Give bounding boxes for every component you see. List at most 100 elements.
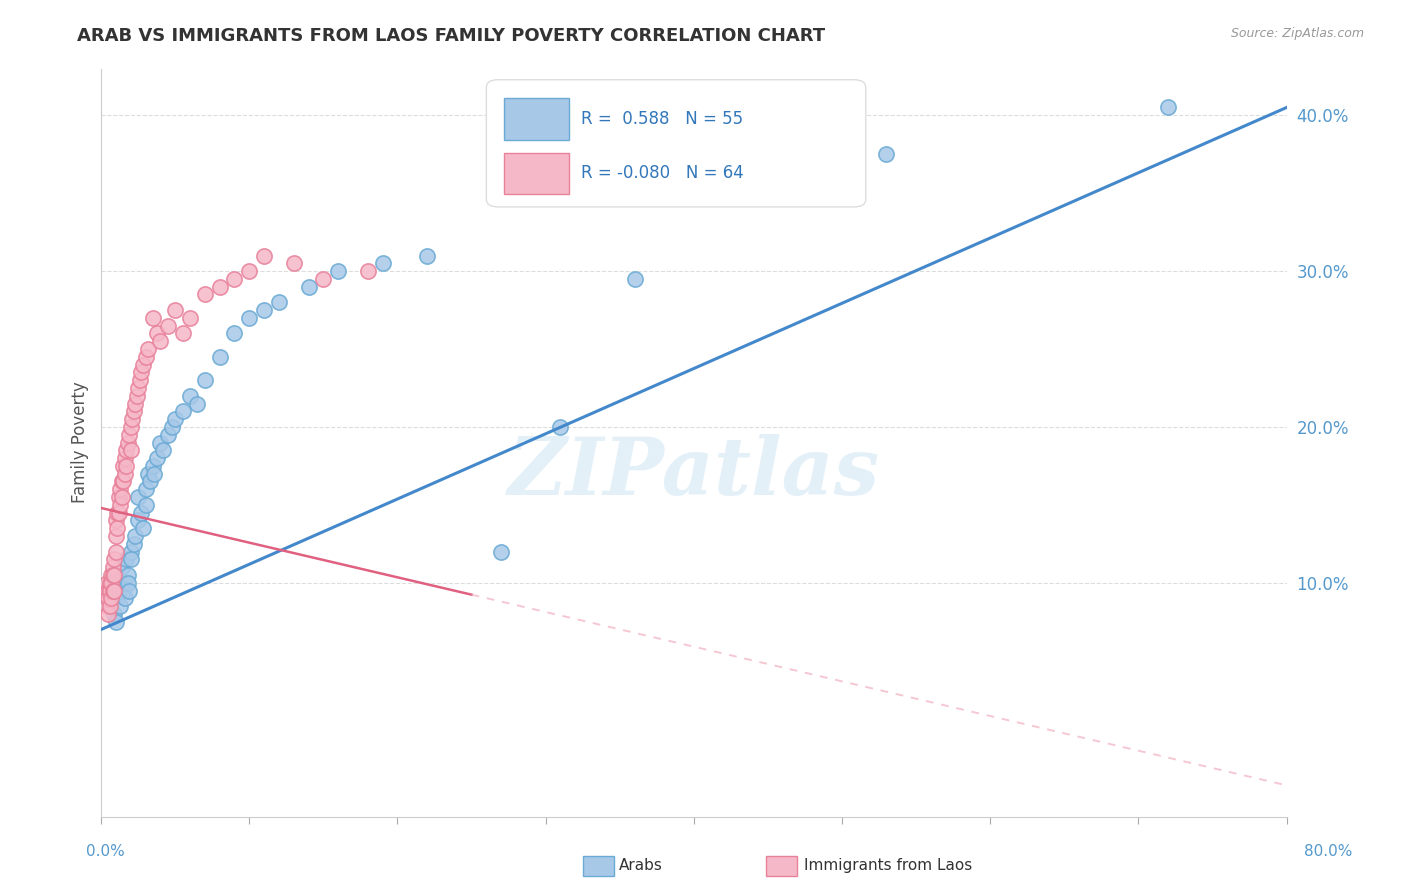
Point bbox=[108, 490, 131, 504]
Point bbox=[135, 483, 157, 497]
Point bbox=[142, 310, 165, 325]
Point bbox=[122, 537, 145, 551]
Point bbox=[100, 583, 122, 598]
Point bbox=[623, 272, 645, 286]
Point bbox=[179, 389, 201, 403]
Point bbox=[103, 552, 125, 566]
Point bbox=[186, 396, 208, 410]
Point bbox=[108, 506, 131, 520]
Text: Source: ZipAtlas.com: Source: ZipAtlas.com bbox=[1230, 27, 1364, 40]
Point bbox=[149, 334, 172, 349]
Point bbox=[97, 583, 120, 598]
Point bbox=[118, 583, 141, 598]
Point bbox=[224, 326, 246, 341]
Point bbox=[104, 568, 127, 582]
Point bbox=[104, 615, 127, 629]
Point bbox=[297, 279, 319, 293]
Point bbox=[100, 575, 122, 590]
Point bbox=[128, 373, 150, 387]
Point bbox=[131, 358, 153, 372]
Point bbox=[122, 404, 145, 418]
Point bbox=[172, 326, 194, 341]
Point bbox=[103, 568, 125, 582]
Point bbox=[112, 575, 135, 590]
Point bbox=[208, 350, 231, 364]
Point bbox=[165, 303, 187, 318]
Point bbox=[328, 264, 350, 278]
Point bbox=[98, 583, 121, 598]
Point bbox=[312, 272, 335, 286]
Point bbox=[112, 583, 135, 598]
Point bbox=[172, 404, 194, 418]
Point bbox=[100, 568, 122, 582]
Point bbox=[253, 248, 276, 262]
Point bbox=[194, 287, 217, 301]
Point bbox=[108, 583, 131, 598]
Point bbox=[135, 498, 157, 512]
Point bbox=[238, 310, 260, 325]
Text: 0.0%: 0.0% bbox=[86, 845, 125, 859]
Point bbox=[100, 591, 122, 606]
Point bbox=[124, 396, 146, 410]
Point bbox=[104, 529, 127, 543]
Point bbox=[127, 513, 149, 527]
Point bbox=[138, 467, 160, 481]
Point bbox=[94, 583, 117, 598]
Point bbox=[160, 420, 183, 434]
Point bbox=[129, 365, 152, 379]
Point bbox=[152, 443, 174, 458]
Point bbox=[111, 490, 134, 504]
Point bbox=[165, 412, 187, 426]
Point bbox=[115, 443, 138, 458]
Point bbox=[112, 475, 135, 489]
Point bbox=[97, 591, 120, 606]
Point bbox=[1157, 100, 1180, 114]
Point bbox=[876, 147, 898, 161]
Point bbox=[127, 381, 149, 395]
Point bbox=[117, 568, 139, 582]
Point bbox=[115, 552, 138, 566]
Point bbox=[117, 575, 139, 590]
Point bbox=[131, 521, 153, 535]
Point bbox=[97, 607, 120, 621]
Text: R = -0.080   N = 64: R = -0.080 N = 64 bbox=[581, 164, 744, 182]
Y-axis label: Family Poverty: Family Poverty bbox=[72, 382, 89, 503]
Point bbox=[120, 544, 142, 558]
Point bbox=[105, 575, 128, 590]
Point bbox=[101, 583, 124, 598]
Point bbox=[104, 513, 127, 527]
FancyBboxPatch shape bbox=[505, 153, 569, 194]
Point bbox=[103, 607, 125, 621]
Point bbox=[105, 506, 128, 520]
Point bbox=[101, 591, 124, 606]
Point bbox=[135, 350, 157, 364]
Point bbox=[120, 443, 142, 458]
Point bbox=[114, 467, 136, 481]
Point bbox=[110, 498, 132, 512]
Point bbox=[125, 389, 148, 403]
Point bbox=[118, 427, 141, 442]
Point bbox=[371, 256, 394, 270]
Point bbox=[139, 475, 162, 489]
Point bbox=[156, 318, 179, 333]
Point bbox=[111, 560, 134, 574]
Point bbox=[101, 568, 124, 582]
Point bbox=[105, 521, 128, 535]
Point bbox=[110, 483, 132, 497]
Point bbox=[283, 256, 305, 270]
Point bbox=[129, 506, 152, 520]
Text: R =  0.588   N = 55: R = 0.588 N = 55 bbox=[581, 110, 744, 128]
Point bbox=[110, 599, 132, 614]
Point bbox=[146, 451, 169, 466]
Text: Immigrants from Laos: Immigrants from Laos bbox=[804, 858, 973, 872]
Point bbox=[96, 599, 118, 614]
Point bbox=[120, 552, 142, 566]
Point bbox=[194, 373, 217, 387]
Point bbox=[112, 458, 135, 473]
Point bbox=[114, 451, 136, 466]
Point bbox=[143, 467, 166, 481]
Point bbox=[114, 591, 136, 606]
Point bbox=[124, 529, 146, 543]
Point bbox=[149, 435, 172, 450]
Point bbox=[208, 279, 231, 293]
